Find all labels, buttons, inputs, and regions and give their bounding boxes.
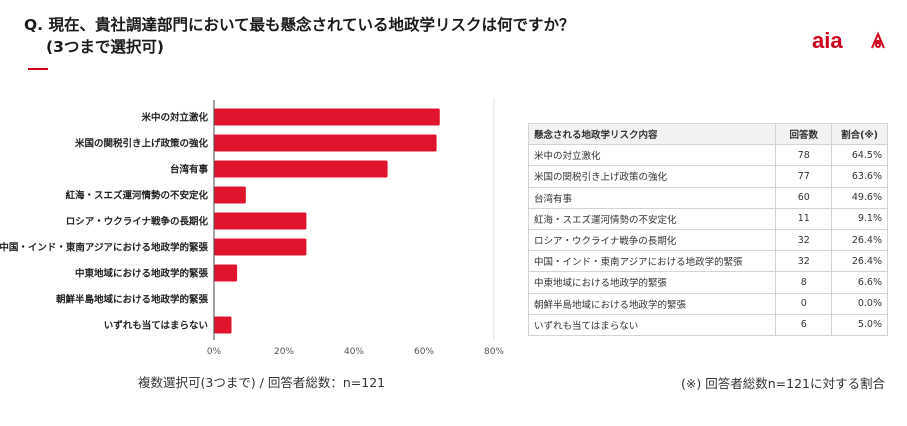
x-tick-label: 20% xyxy=(274,347,294,357)
table-cell-ratio: 26.4% xyxy=(831,250,888,273)
category-label: 中東地域における地政学的緊張 xyxy=(75,268,209,280)
table-cell-risk: 中東地域における地政学的緊張 xyxy=(527,271,777,294)
table-cell-ratio: 64.5% xyxy=(831,144,888,167)
table-cell-ratio: 26.4% xyxy=(831,228,888,252)
table-cell-ratio: 63.6% xyxy=(831,165,888,188)
page-title: Q. 現在、貴社調達部門において最も懸念されている地政学リスクは何ですか？ (3… xyxy=(24,14,784,58)
table-row: 米中の対立激化 78 64.5% xyxy=(527,144,888,167)
data-table-container: 懸念される地政学リスク内容 回答数 割合(※) 米中の対立激化 78 64.5% 米国… xyxy=(527,122,888,336)
bar xyxy=(214,134,437,152)
x-tick-label: 60% xyxy=(414,347,434,357)
table-cell-risk: 米中の対立激化 xyxy=(527,144,777,167)
table-header-count: 回答数 xyxy=(775,122,833,146)
x-tick-label: 0% xyxy=(207,347,222,357)
category-label: ロシア・ウクライナ戦争の長期化 xyxy=(66,216,209,228)
table-cell-risk: 紅海・スエズ運河情勢の不安定化 xyxy=(527,207,777,230)
bar xyxy=(214,238,307,256)
table-row: ロシア・ウクライナ戦争の長期化 32 26.4% xyxy=(527,228,888,252)
table-cell-ratio: 49.6% xyxy=(831,186,888,209)
table-cell-count: 60 xyxy=(775,186,833,209)
table-row: 米国の関税引き上げ政策の強化 77 63.6% xyxy=(527,165,888,188)
table-cell-count: 11 xyxy=(775,207,833,230)
aia-logo: aia xyxy=(812,28,888,53)
bar xyxy=(214,316,232,334)
chart-footnote: 複数選択可(3つまで) / 回答者総数：n=121 xyxy=(138,375,386,390)
aia-logo-icon: aia xyxy=(812,28,885,53)
category-label: 紅海・スエズ運河情勢の不安定化 xyxy=(65,190,208,202)
category-label: 台湾有事 xyxy=(170,164,209,176)
bar xyxy=(214,212,307,230)
table-row: 朝鮮半島地域における地政学的緊張 0 0.0% xyxy=(527,292,888,315)
table-cell-count: 6 xyxy=(775,313,833,336)
bar-chart-svg: 米中の対立激化米国の関税引き上げ政策の強化台湾有事紅海・スエズ運河情勢の不安定化… xyxy=(0,98,504,357)
bar xyxy=(214,108,440,126)
table-row: 紅海・スエズ運河情勢の不安定化 11 9.1% xyxy=(527,207,888,230)
table-cell-ratio: 0.0% xyxy=(831,292,888,315)
table-cell-risk: いずれも当てはまらない xyxy=(527,313,777,336)
data-table: 懸念される地政学リスク内容 回答数 割合(※) 米中の対立激化 78 64.5% 米国… xyxy=(527,122,888,336)
table-cell-count: 78 xyxy=(775,144,833,167)
table-footnote: (※) 回答者総数n=121に対する割合 xyxy=(681,376,885,391)
table-cell-count: 32 xyxy=(775,228,833,252)
table-cell-risk: 中国・インド・東南アジアにおける地政学的緊張 xyxy=(527,250,777,273)
table-header-row: 懸念される地政学リスク内容 回答数 割合(※) xyxy=(527,122,888,146)
table-cell-ratio: 5.0% xyxy=(831,313,888,336)
logo-emblem xyxy=(871,31,885,49)
table-cell-count: 0 xyxy=(775,292,833,315)
category-label: 米中の対立激化 xyxy=(140,112,208,124)
bar-chart: 米中の対立激化米国の関税引き上げ政策の強化台湾有事紅海・スエズ運河情勢の不安定化… xyxy=(0,92,520,362)
title-line-2: (3つまで選択可) xyxy=(46,38,164,56)
table-cell-risk: 朝鮮半島地域における地政学的緊張 xyxy=(527,292,777,315)
logo-wordmark: aia xyxy=(812,30,843,52)
title-line-1: Q. 現在、貴社調達部門において最も懸念されている地政学リスクは何ですか？ xyxy=(24,16,575,34)
table-row: 台湾有事 60 49.6% xyxy=(527,186,888,209)
table-cell-ratio: 9.1% xyxy=(831,207,888,230)
category-label: 朝鮮半島地域における地政学的緊張 xyxy=(56,294,209,306)
table-cell-count: 32 xyxy=(775,250,833,273)
category-label: いずれも当てはまらない xyxy=(104,320,208,332)
table-row: 中東地域における地政学的緊張 8 6.6% xyxy=(527,271,888,294)
table-cell-risk: ロシア・ウクライナ戦争の長期化 xyxy=(527,228,777,252)
x-tick-label: 40% xyxy=(344,347,364,357)
table-header-ratio: 割合(※) xyxy=(831,122,888,146)
table-cell-count: 8 xyxy=(775,271,833,294)
table-cell-risk: 台湾有事 xyxy=(527,186,777,209)
table-cell-risk: 米国の関税引き上げ政策の強化 xyxy=(527,165,777,188)
table-row: いずれも当てはまらない 6 5.0% xyxy=(527,313,888,336)
bar xyxy=(214,160,388,178)
table-row: 中国・インド・東南アジアにおける地政学的緊張 32 26.4% xyxy=(527,250,888,273)
table-cell-count: 77 xyxy=(775,165,833,188)
bar xyxy=(214,186,246,204)
table-header-risk: 懸念される地政学リスク内容 xyxy=(527,122,777,146)
table-cell-ratio: 6.6% xyxy=(831,271,888,294)
x-tick-label: 80% xyxy=(484,347,504,357)
title-accent-rule xyxy=(28,68,48,70)
category-label: 米国の関税引き上げ政策の強化 xyxy=(74,138,209,150)
category-label: 中国・インド・東南アジアにおける地政学的緊張 xyxy=(0,242,208,254)
bar xyxy=(214,264,238,282)
table-body: 米中の対立激化 78 64.5% 米国の関税引き上げ政策の強化 77 63.6% 台湾有事 6… xyxy=(527,144,888,336)
